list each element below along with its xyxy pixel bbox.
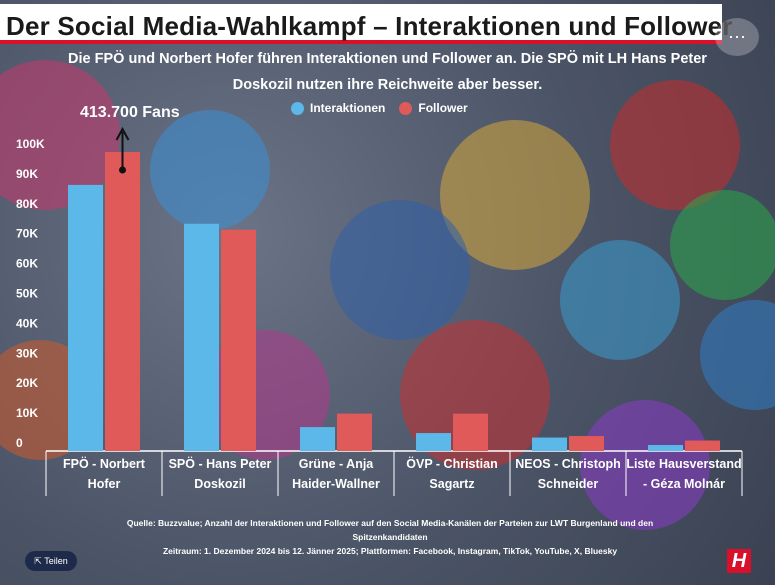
y-tick-label: 70K <box>16 227 38 241</box>
legend-swatch <box>399 101 413 115</box>
legend-swatch <box>291 101 304 115</box>
y-tick-label: 10K <box>16 406 38 420</box>
x-tick-label: - Géza Molnár <box>643 477 725 491</box>
share-label: Teilen <box>44 556 68 566</box>
bar-interaktionen <box>68 184 103 451</box>
x-tick-label: Doskozil <box>194 477 245 491</box>
bg-bubble <box>670 190 775 300</box>
x-tick-label: ÖVP - Christian <box>406 456 497 471</box>
bg-bubble <box>580 400 710 530</box>
title-bar: Der Social Media-Wahlkampf – Interaktion… <box>0 4 732 44</box>
source-line: Quelle: Buzzvalue; Anzahl der Interaktio… <box>126 518 654 528</box>
x-tick-label: SPÖ - Hans Peter <box>169 456 272 471</box>
x-tick-label: Liste Hausverstand <box>626 457 741 471</box>
bg-bubble <box>150 110 270 230</box>
page-title: Der Social Media-Wahlkampf – Interaktion… <box>6 11 733 41</box>
y-tick-label: 100K <box>16 137 45 151</box>
y-tick-label: 50K <box>16 287 38 301</box>
brand-logo: H <box>727 549 751 573</box>
bar-interaktionen <box>184 223 219 451</box>
y-tick-label: 80K <box>16 197 38 211</box>
bar-interaktionen <box>416 433 451 451</box>
bar-follower <box>453 413 488 451</box>
bar-follower <box>105 152 140 451</box>
share-icon: ⇱ <box>34 556 45 566</box>
bg-bubble <box>330 200 470 340</box>
legend: Interaktionen Follower <box>291 101 468 115</box>
more-options-icon[interactable]: ⋯ <box>715 18 759 56</box>
subtitle-line: Die FPÖ und Norbert Hofer führen Interak… <box>68 51 707 67</box>
bar-follower <box>221 229 256 451</box>
legend-item-follower[interactable]: Follower <box>399 101 468 115</box>
y-tick-label: 40K <box>16 316 38 330</box>
x-tick-label: NEOS - Christoph <box>515 457 621 471</box>
x-tick-label: FPÖ - Norbert <box>63 456 146 471</box>
bar-interaktionen <box>300 427 335 451</box>
x-tick-label: Sagartz <box>429 477 474 491</box>
fans-callout: 413.700 Fans <box>80 104 180 121</box>
y-tick-label: 20K <box>16 376 38 390</box>
y-tick-label: 90K <box>16 167 38 181</box>
legend-label: Follower <box>418 101 468 115</box>
source-note: Quelle: Buzzvalue; Anzahl der Interaktio… <box>60 516 720 544</box>
bg-bubble <box>560 240 680 360</box>
bar-interaktionen <box>532 437 567 451</box>
bar-interaktionen <box>648 445 683 451</box>
x-tick-label: Hofer <box>88 477 121 491</box>
bar-follower <box>337 413 372 451</box>
x-tick-label: Schneider <box>538 477 599 491</box>
y-tick-label: 30K <box>16 346 38 360</box>
y-tick-label: 0 <box>16 436 23 450</box>
y-tick-label: 60K <box>16 257 38 271</box>
legend-item-interaktionen[interactable]: Interaktionen <box>291 101 385 115</box>
subtitle: Die FPÖ und Norbert Hofer führen Interak… <box>30 46 745 98</box>
bar-follower <box>569 436 604 451</box>
share-button[interactable]: ⇱ Teilen <box>25 551 77 571</box>
period-note: Zeitraum: 1. Dezember 2024 bis 12. Jänne… <box>162 546 618 556</box>
x-tick-label: Haider-Wallner <box>292 477 380 491</box>
bg-bubble <box>610 80 740 210</box>
x-tick-label: Grüne - Anja <box>299 457 375 471</box>
legend-label: Interaktionen <box>310 101 386 115</box>
subtitle-line: Doskozil nutzen ihre Reichweite aber bes… <box>232 77 543 93</box>
bar-follower <box>685 440 720 451</box>
source-line: Spitzenkandidaten <box>352 532 428 542</box>
callout-arrow-head <box>115 126 130 141</box>
